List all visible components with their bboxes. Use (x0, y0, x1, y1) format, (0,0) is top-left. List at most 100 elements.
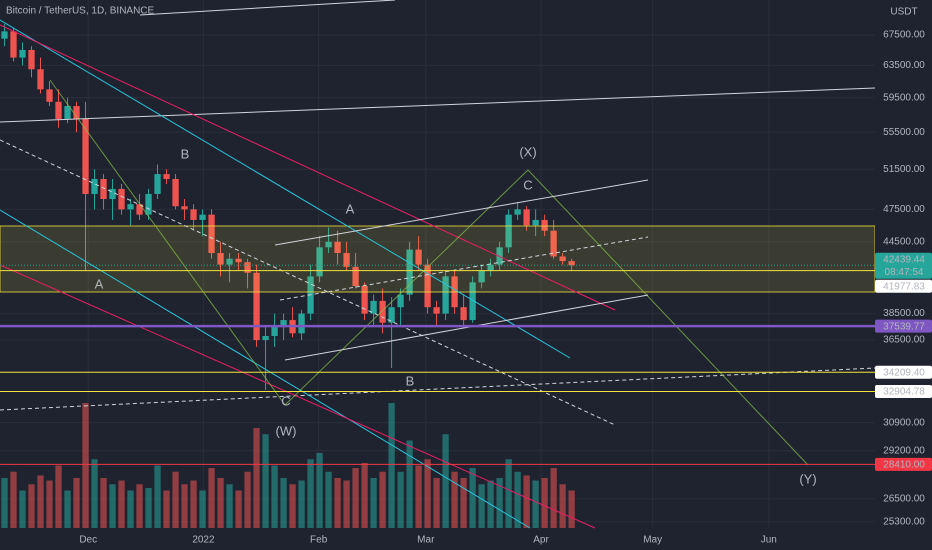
chart-title: Bitcoin / TetherUS, 1D, BINANCE (6, 6, 155, 17)
price-label: 42439.44 (883, 254, 925, 265)
candle-body (64, 106, 71, 119)
candle-body (352, 266, 359, 287)
candle-body (136, 204, 143, 215)
candle-body (235, 258, 242, 263)
volume-bar (19, 490, 26, 528)
volume-bar (406, 440, 413, 528)
candle-body (316, 247, 323, 277)
y-tick-label: 38500.00 (883, 308, 925, 319)
candle-body (496, 247, 503, 265)
candle-body (523, 209, 530, 226)
y-tick-label: 63500.00 (883, 60, 925, 71)
candle-body (226, 258, 233, 265)
candle-body (172, 178, 179, 207)
volume-bar (73, 478, 80, 528)
candle-body (118, 188, 125, 210)
price-label: 28410.00 (883, 460, 925, 471)
candle-body (343, 253, 350, 267)
y-tick-label: 67500.00 (883, 30, 925, 41)
candle-body (559, 256, 566, 262)
y-tick-label: 26500.00 (883, 494, 925, 505)
y-tick-label: 47500.00 (883, 204, 925, 215)
candle-body (460, 307, 467, 321)
price-label-bg (875, 252, 932, 279)
candle-body (109, 188, 116, 200)
candle-body (37, 69, 44, 90)
price-label-bg (875, 365, 932, 379)
volume-bar (289, 484, 296, 528)
volume-bar (496, 478, 503, 528)
volume-bar (262, 434, 269, 528)
trend-line (139, 0, 396, 16)
candle-body (271, 326, 278, 336)
volume-bar (415, 465, 422, 528)
volume-bar (424, 459, 431, 528)
y-tick-label: 44500.00 (883, 236, 925, 247)
volume-bar (109, 484, 116, 528)
candle-body (262, 335, 269, 341)
candle-body (244, 262, 251, 273)
volume-bar (397, 471, 404, 528)
volume-bar (145, 488, 152, 528)
candle-body (379, 300, 386, 323)
volume-bar (361, 463, 368, 528)
candle-body (541, 219, 548, 231)
volume-bar (550, 468, 557, 528)
volume-bar (442, 434, 449, 528)
candle-body (568, 261, 575, 266)
price-label-bg (875, 279, 932, 293)
candle-body (298, 313, 305, 334)
y-tick-label: 25300.00 (883, 517, 925, 528)
volume-bar (226, 484, 233, 528)
volume-bar (388, 403, 395, 528)
volume-bar (352, 468, 359, 528)
channel-line (284, 294, 649, 361)
volume-bar (280, 478, 287, 528)
candle-body (199, 214, 206, 220)
wave-label: (Y) (799, 471, 816, 486)
volume-bar (514, 471, 521, 528)
wave-label: (X) (519, 144, 536, 159)
candle-body (46, 89, 53, 102)
plot (0, 0, 875, 528)
candle-body (469, 282, 476, 321)
price-label: 41977.83 (883, 281, 925, 292)
volume-bar (307, 459, 314, 528)
volume-bar (190, 480, 197, 528)
volume-bar (136, 484, 143, 528)
volume-bar (370, 478, 377, 528)
candle-body (217, 253, 224, 265)
channel-line (274, 179, 649, 246)
y-tick-label: 30900.00 (883, 417, 925, 428)
volume-bar (199, 490, 206, 528)
x-tick-label: Mar (417, 535, 435, 546)
y-tick-label: 51500.00 (883, 164, 925, 175)
trend-line (0, 264, 596, 529)
volume-bar (46, 480, 53, 528)
candle-body (73, 106, 80, 119)
volume-bar (28, 484, 35, 528)
wave-label: A (95, 276, 104, 291)
zone (0, 225, 876, 293)
volume-bar (118, 480, 125, 528)
volume-bar (127, 490, 134, 528)
trend-line (0, 87, 876, 123)
volume-bar (568, 490, 575, 528)
candle-body (1, 31, 8, 39)
candle-body (406, 249, 413, 295)
volume-bar (433, 478, 440, 528)
x-tick-label: Apr (533, 535, 549, 546)
price-label: 34209.40 (883, 367, 925, 378)
candle-body (145, 193, 152, 215)
volume-bar (523, 475, 530, 528)
candle-body (388, 307, 395, 323)
volume-bar (478, 484, 485, 528)
trend-line (0, 209, 531, 529)
candle-body (397, 294, 404, 308)
drawings (0, 0, 876, 529)
candle-body (208, 214, 215, 254)
candle-body (550, 230, 557, 257)
candle-body (334, 241, 341, 254)
volume-bar (172, 471, 179, 528)
